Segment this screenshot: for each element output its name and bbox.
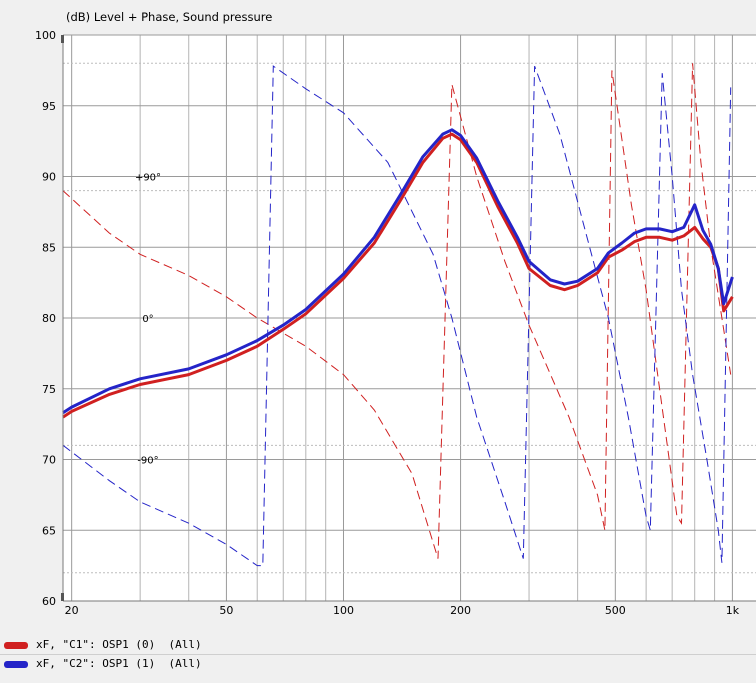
y-axis-marker [61, 593, 64, 601]
level-line-0 [62, 132, 734, 419]
level-line-1 [62, 128, 734, 415]
phase-label: -90° [137, 456, 158, 467]
legend-entry-c1[interactable]: xF, "C1": OSP1 (0) (All) [0, 636, 756, 654]
legend-label-c2: xF, "C2": OSP1 (1) (All) [36, 657, 202, 670]
y-tick-label: 95 [42, 100, 56, 113]
legend-swatch-blue [4, 661, 28, 668]
axes: 60 65 70 75 80 85 90 95 100 20 50 100 200 500 1k +90° 0°… [35, 29, 756, 617]
y-tick-label: 90 [42, 171, 56, 184]
phase-line-2 [62, 63, 732, 559]
phase-label: +90° [135, 173, 161, 184]
y-tick-label: 75 [42, 383, 56, 396]
chart: 60 65 70 75 80 85 90 95 100 20 50 100 200 500 1k +90° 0°… [35, 10, 756, 617]
legend-swatch-red [4, 642, 28, 649]
x-tick-label: 20 [65, 604, 79, 617]
phase-line-3 [62, 65, 732, 567]
legend-entry-c2[interactable]: xF, "C2": OSP1 (1) (All) [0, 655, 756, 673]
y-axis-marker [61, 35, 64, 43]
x-tick-label: 500 [605, 604, 626, 617]
legend-label-c1: xF, "C1": OSP1 (0) (All) [36, 638, 202, 651]
y-tick-label: 60 [42, 595, 56, 608]
chart-title: (dB) Level + Phase, Sound pressure [66, 10, 272, 24]
y-tick-label: 70 [42, 454, 56, 467]
x-tick-label: 100 [333, 604, 354, 617]
y-tick-label: 80 [42, 312, 56, 325]
y-tick-label: 100 [35, 29, 56, 42]
level-curves [62, 128, 734, 419]
x-tick-label: 1k [726, 604, 740, 617]
x-tick-label: 200 [450, 604, 471, 617]
legend-divider [0, 654, 756, 655]
y-tick-label: 85 [42, 241, 56, 254]
phase-curves [62, 63, 732, 567]
x-tick-label: 50 [219, 604, 233, 617]
phase-label: 0° [142, 314, 153, 325]
y-tick-label: 65 [42, 524, 56, 537]
